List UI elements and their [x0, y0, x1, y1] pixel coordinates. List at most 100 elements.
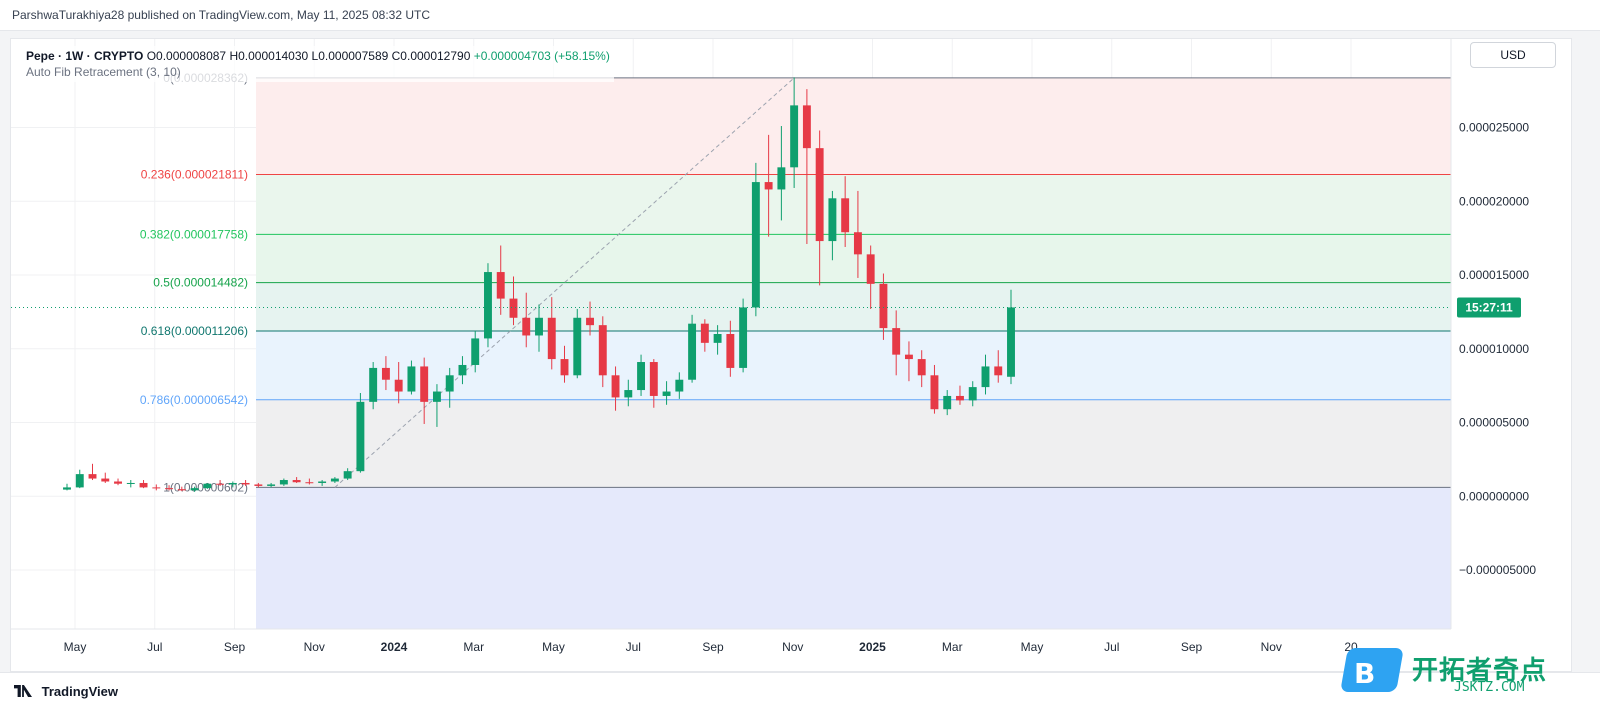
candle-body [509, 298, 518, 318]
fib-level-label: 0.382(0.000017758) [140, 227, 248, 241]
y-tick-label: 0.000015000 [1459, 268, 1529, 282]
candle-body [101, 478, 110, 482]
y-tick-label: 0.000000000 [1459, 489, 1529, 503]
candle-body [739, 307, 748, 368]
candle-body [841, 198, 850, 233]
x-tick-label: Mar [463, 640, 484, 654]
candle-body [241, 482, 250, 485]
fib-level-label: 0.236(0.000021811) [141, 168, 248, 182]
candle-body [292, 480, 301, 483]
fib-zone-extension [256, 487, 1451, 629]
candle-body [535, 317, 543, 336]
candle-body [637, 362, 646, 391]
candle-body [407, 366, 416, 392]
candle-body [177, 489, 186, 491]
x-tick-label: 2024 [381, 640, 408, 654]
fib-level-label: 0.786(0.000006542) [140, 393, 248, 407]
candle-body [573, 317, 582, 376]
candle-body [114, 481, 122, 484]
candle-body [777, 167, 786, 190]
candle-body [764, 182, 773, 190]
candle-body [713, 334, 722, 343]
x-tick-label: Sep [1181, 640, 1203, 654]
price-axis [1451, 39, 1571, 629]
watermark-url: JSKTZ.COM [1454, 680, 1525, 695]
candle-body [624, 390, 633, 398]
x-tick-label: May [542, 640, 565, 654]
candle-body [458, 364, 467, 376]
candle-body [649, 362, 658, 396]
x-tick-label: Sep [702, 640, 724, 654]
candle-body [815, 148, 824, 242]
candle-body [522, 317, 531, 336]
x-tick-label: Sep [224, 640, 246, 654]
candle-body [892, 328, 901, 355]
candle-body [547, 317, 556, 360]
candle-body [611, 375, 620, 398]
candle-body [598, 325, 607, 376]
candle-body [190, 488, 199, 491]
candle-body [484, 272, 492, 339]
candle-body [560, 359, 569, 376]
candle-body [688, 323, 697, 380]
fib-zone [256, 174, 1451, 235]
currency-button[interactable]: USD [1470, 42, 1556, 68]
fib-level-label: 0.5(0.000014482) [153, 276, 248, 290]
x-tick-label: Mar [942, 640, 963, 654]
candle-body [369, 367, 378, 402]
candle-body [139, 482, 148, 488]
watermark-badge-letter-icon: B [1354, 657, 1376, 690]
y-tick-label: 0.000020000 [1459, 194, 1529, 208]
candle-body [917, 359, 926, 376]
candle-body [305, 482, 314, 484]
bottom-bar [0, 672, 1600, 713]
candle-body [853, 232, 862, 255]
candle-body [968, 387, 977, 401]
candle-body [496, 272, 505, 299]
fib-zone [256, 234, 1451, 283]
candle-body [267, 484, 276, 486]
x-tick-label: Jul [1104, 640, 1119, 654]
candle-body [904, 354, 913, 360]
candle-body [445, 375, 454, 392]
x-tick-label: 2025 [859, 640, 886, 654]
candle-body [432, 391, 441, 402]
candle-body [943, 395, 952, 410]
fib-zone [256, 282, 1451, 331]
y-tick-label: −0.000005000 [1459, 563, 1536, 577]
candle-body [254, 484, 263, 486]
candle-body [152, 487, 161, 489]
candle-body [420, 366, 429, 402]
x-tick-label: May [1021, 640, 1044, 654]
candle-body [343, 471, 352, 479]
fib-zone [256, 399, 1451, 488]
fib-zone [256, 330, 1451, 400]
candle-body [981, 366, 990, 388]
last-price-tag-label: 15:27:11 [1465, 300, 1513, 314]
legend-close: C0.000012790 [391, 49, 471, 63]
candle-body [828, 198, 837, 242]
candle-body [726, 334, 735, 368]
watermark-brand: 开拓者奇点 [1412, 656, 1548, 686]
candle-body [994, 366, 1003, 376]
candle-body [675, 379, 684, 392]
x-tick-label: Nov [782, 640, 803, 654]
price-chart[interactable]: 0(0.000028362)0.236(0.000021811)0.382(0.… [11, 39, 1571, 671]
y-tick-label: 0.000025000 [1459, 121, 1529, 135]
candle-body [75, 474, 84, 488]
candle-body [394, 379, 403, 392]
candle-body [126, 482, 135, 484]
legend-indicator: Auto Fib Retracement (3, 10) [26, 65, 181, 79]
legend-open: O0.000008087 [146, 49, 227, 63]
fib-level-label: 0.618(0.000011206) [141, 324, 248, 338]
candle-body [586, 317, 594, 326]
x-tick-label: Nov [1261, 640, 1282, 654]
candle-body [751, 182, 760, 308]
candle-body [662, 391, 671, 396]
x-tick-label: May [64, 640, 87, 654]
candle-body [956, 395, 964, 401]
candle-body [1007, 307, 1015, 377]
candle-body [879, 283, 888, 329]
legend-change: +0.000004703 (+58.15%) [473, 49, 610, 63]
candle-body [790, 105, 799, 168]
